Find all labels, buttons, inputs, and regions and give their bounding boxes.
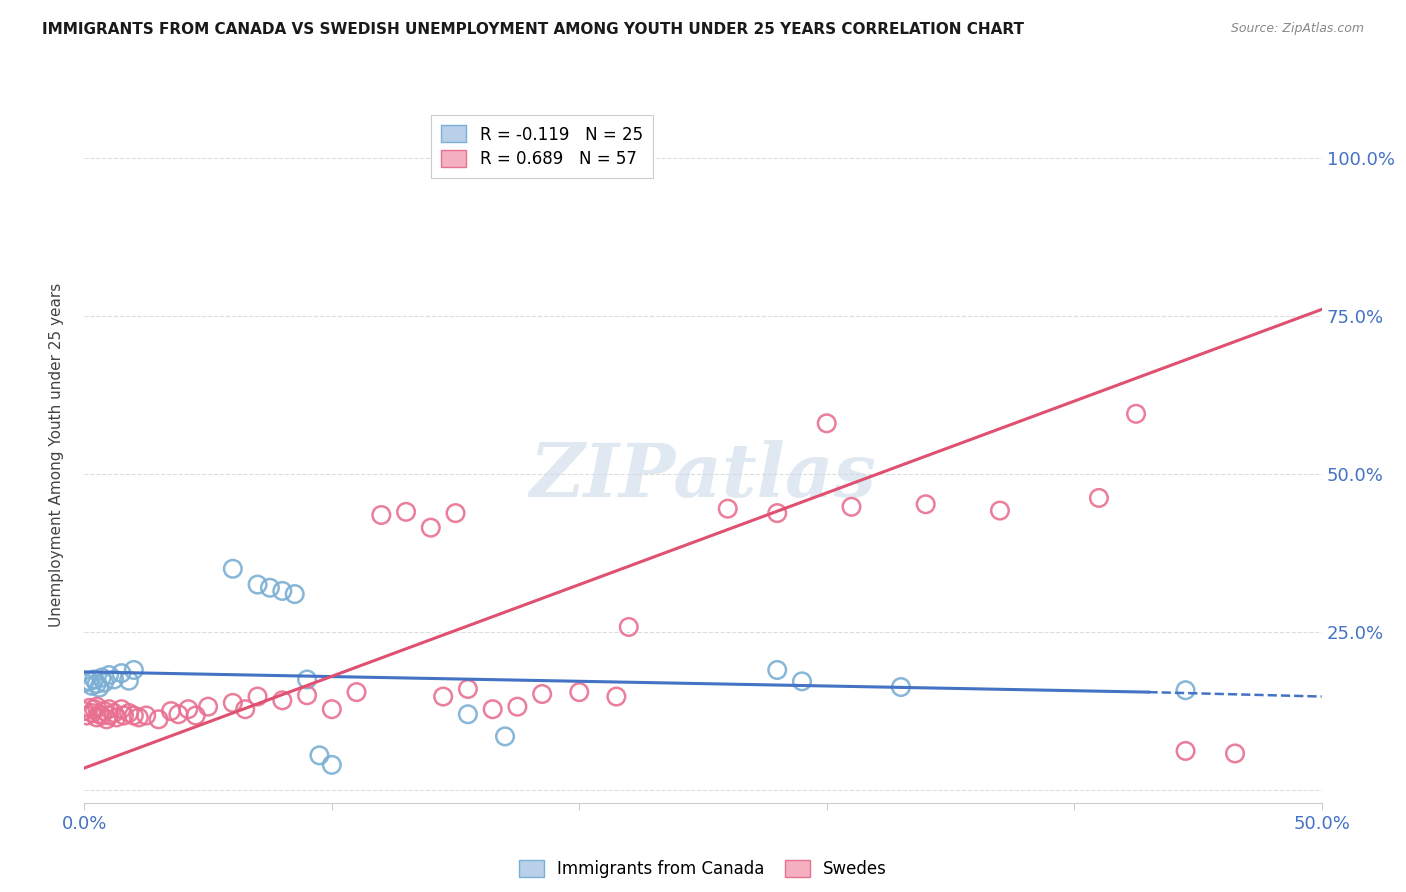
- Point: [79, 701, 101, 715]
- Point: [815, 417, 838, 431]
- Point: [197, 699, 219, 714]
- Point: [568, 685, 591, 699]
- Point: [457, 681, 479, 696]
- Point: [370, 508, 392, 522]
- Point: [841, 500, 863, 514]
- Point: [93, 675, 115, 690]
- Point: [90, 708, 112, 723]
- Point: [308, 748, 330, 763]
- Point: [73, 704, 96, 718]
- Point: [271, 583, 294, 598]
- Point: [246, 690, 269, 704]
- Text: Source: ZipAtlas.com: Source: ZipAtlas.com: [1230, 22, 1364, 36]
- Point: [105, 710, 128, 724]
- Point: [766, 506, 789, 520]
- Legend: Immigrants from Canada, Swedes: Immigrants from Canada, Swedes: [512, 854, 894, 885]
- Point: [98, 668, 121, 682]
- Point: [1174, 683, 1197, 698]
- Point: [457, 707, 479, 722]
- Point: [246, 577, 269, 591]
- Point: [118, 673, 141, 688]
- Point: [96, 712, 118, 726]
- Point: [76, 708, 98, 723]
- Point: [128, 710, 150, 724]
- Point: [321, 757, 343, 772]
- Point: [346, 685, 368, 699]
- Point: [135, 708, 157, 723]
- Point: [395, 505, 418, 519]
- Point: [167, 707, 190, 722]
- Point: [118, 706, 141, 720]
- Point: [89, 707, 111, 722]
- Point: [790, 674, 813, 689]
- Point: [321, 702, 343, 716]
- Point: [295, 688, 318, 702]
- Point: [494, 730, 516, 744]
- Text: ZIPatlas: ZIPatlas: [530, 440, 876, 512]
- Point: [86, 699, 108, 714]
- Point: [86, 710, 108, 724]
- Point: [717, 501, 740, 516]
- Point: [112, 708, 135, 723]
- Point: [73, 675, 96, 690]
- Point: [90, 671, 112, 685]
- Point: [110, 702, 132, 716]
- Point: [110, 666, 132, 681]
- Point: [86, 677, 108, 691]
- Point: [432, 690, 454, 704]
- Point: [1125, 407, 1147, 421]
- Point: [890, 680, 912, 694]
- Point: [103, 673, 125, 687]
- Point: [1088, 491, 1111, 505]
- Point: [617, 620, 640, 634]
- Point: [122, 663, 145, 677]
- Point: [988, 503, 1011, 517]
- Point: [83, 673, 105, 687]
- Point: [222, 696, 245, 710]
- Point: [295, 673, 318, 687]
- Point: [177, 702, 200, 716]
- Point: [766, 663, 789, 677]
- Point: [284, 587, 307, 601]
- Point: [233, 702, 256, 716]
- Point: [103, 706, 125, 720]
- Point: [122, 708, 145, 723]
- Point: [914, 497, 936, 511]
- Point: [79, 674, 101, 689]
- Point: [83, 702, 105, 716]
- Point: [1174, 744, 1197, 758]
- Point: [98, 702, 121, 716]
- Point: [93, 704, 115, 718]
- Text: IMMIGRANTS FROM CANADA VS SWEDISH UNEMPLOYMENT AMONG YOUTH UNDER 25 YEARS CORREL: IMMIGRANTS FROM CANADA VS SWEDISH UNEMPL…: [42, 22, 1024, 37]
- Point: [80, 706, 103, 720]
- Point: [160, 704, 183, 718]
- Point: [98, 708, 121, 723]
- Point: [481, 702, 503, 716]
- Point: [222, 562, 245, 576]
- Y-axis label: Unemployment Among Youth under 25 years: Unemployment Among Youth under 25 years: [49, 283, 63, 627]
- Point: [271, 693, 294, 707]
- Point: [148, 712, 170, 726]
- Point: [531, 687, 554, 701]
- Point: [259, 581, 281, 595]
- Point: [80, 679, 103, 693]
- Point: [89, 681, 111, 695]
- Point: [444, 506, 467, 520]
- Point: [419, 521, 441, 535]
- Point: [1223, 747, 1246, 761]
- Point: [506, 699, 529, 714]
- Point: [184, 708, 207, 723]
- Point: [605, 690, 627, 704]
